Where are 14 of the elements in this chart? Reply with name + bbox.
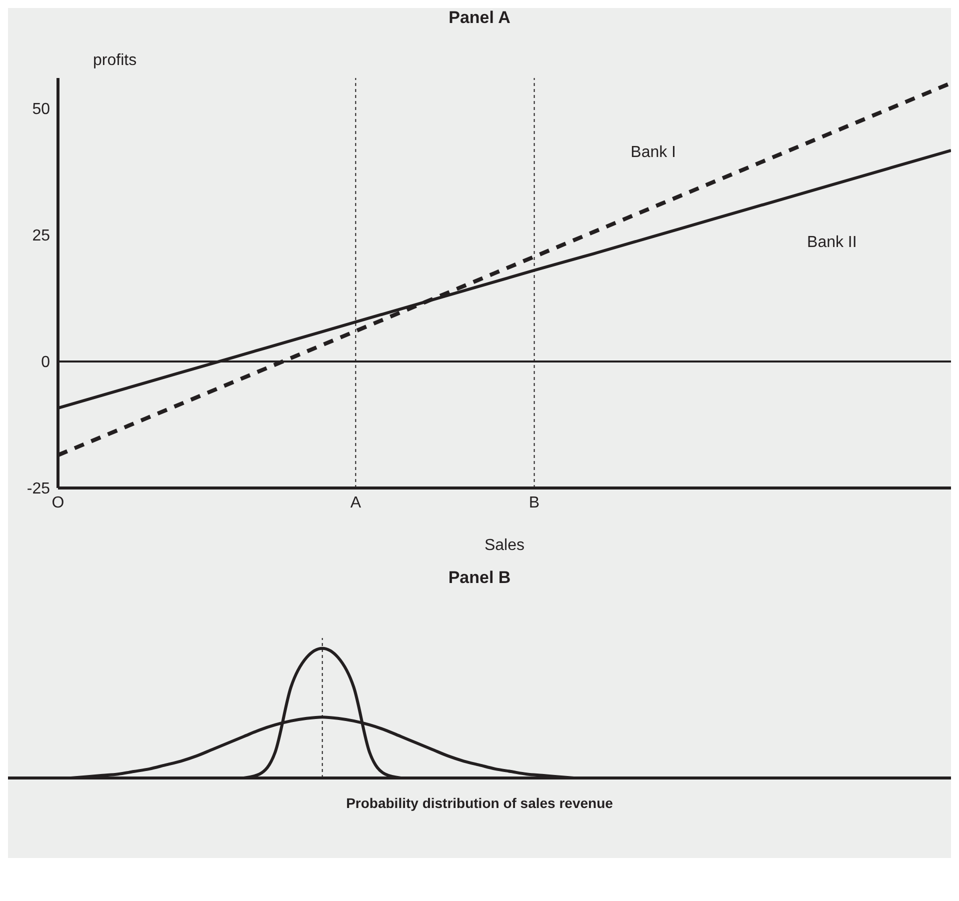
text: Bank I: [630, 144, 676, 162]
chart-title: Panel B: [447, 568, 512, 588]
x-axis-title: Sales: [484, 537, 525, 554]
y-axis-title: profits: [93, 52, 137, 70]
text: Bank II: [807, 234, 857, 251]
y-tick-label: -25: [26, 480, 50, 498]
x-tick-label: A: [350, 494, 362, 512]
y-tick-label: 50: [32, 101, 50, 118]
x-tick-label: O: [52, 494, 64, 512]
y-tick-label: 25: [32, 228, 50, 245]
y-tick-label: 0: [41, 354, 50, 372]
chart-title: Panel A: [448, 8, 512, 28]
x-axis-title: Probability distribution of sales revenue: [346, 795, 614, 811]
x-tick-label: B: [528, 494, 540, 512]
